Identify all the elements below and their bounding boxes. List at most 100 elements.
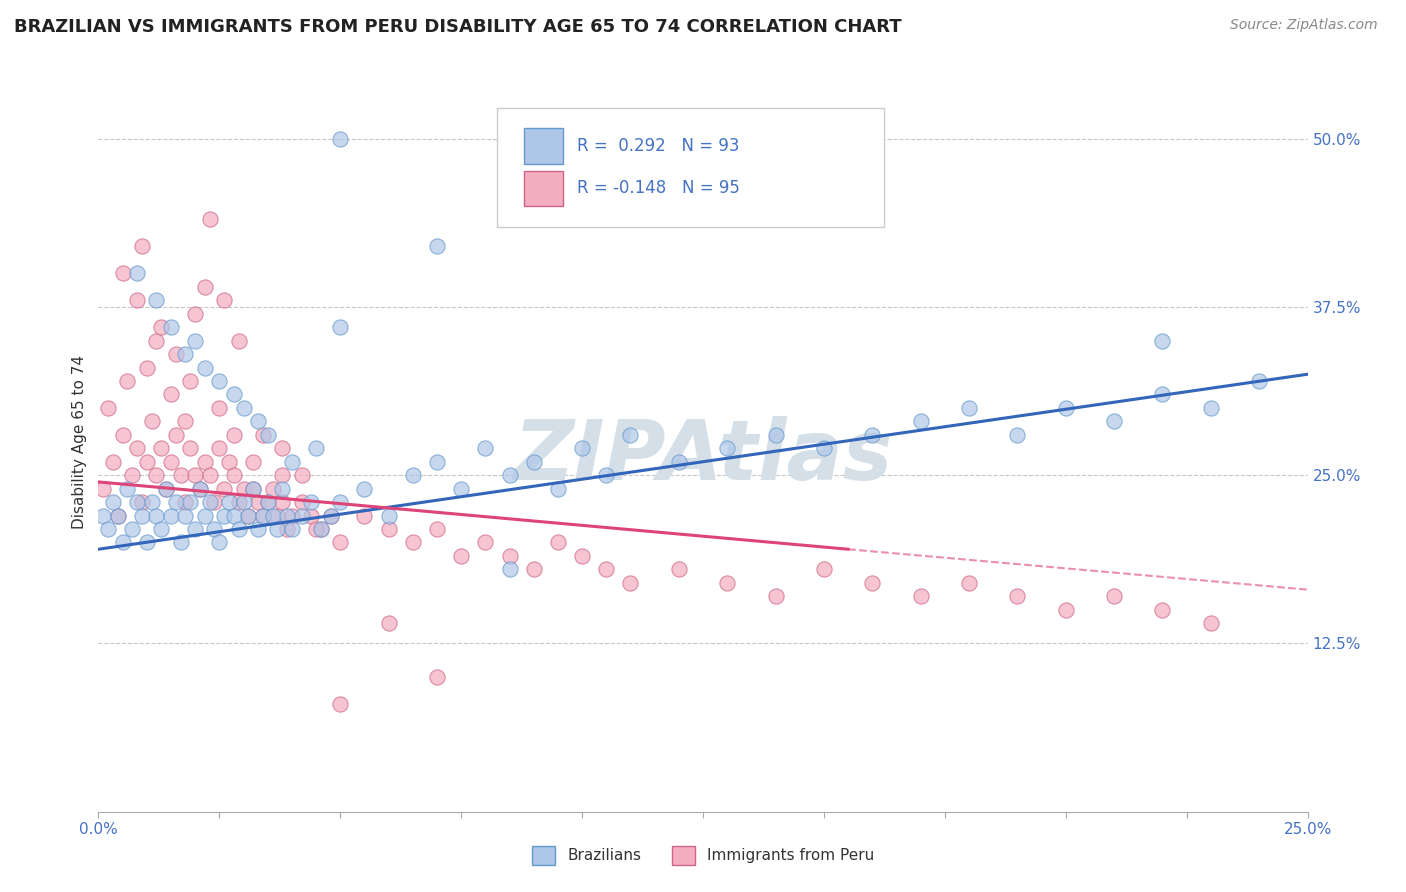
Point bbox=[716, 575, 738, 590]
Point bbox=[131, 239, 153, 253]
Point bbox=[222, 427, 245, 442]
Point bbox=[276, 508, 298, 523]
Point bbox=[426, 239, 449, 253]
Point bbox=[179, 442, 201, 456]
Point bbox=[145, 334, 167, 348]
Point bbox=[174, 347, 197, 361]
Point bbox=[232, 482, 254, 496]
Point bbox=[498, 562, 520, 576]
Point bbox=[290, 468, 312, 483]
Point bbox=[160, 320, 183, 334]
Point bbox=[813, 562, 835, 576]
Point bbox=[1199, 616, 1222, 631]
Point bbox=[290, 508, 312, 523]
Point bbox=[547, 482, 569, 496]
Y-axis label: Disability Age 65 to 74: Disability Age 65 to 74 bbox=[72, 354, 87, 529]
Point bbox=[813, 442, 835, 456]
Point bbox=[127, 293, 149, 308]
Point bbox=[1152, 603, 1174, 617]
Point bbox=[179, 495, 201, 509]
Point bbox=[174, 495, 197, 509]
Point bbox=[276, 522, 298, 536]
Point bbox=[127, 442, 149, 456]
Point bbox=[107, 508, 129, 523]
Point bbox=[595, 562, 617, 576]
Point bbox=[212, 508, 235, 523]
Point bbox=[232, 401, 254, 415]
Point bbox=[305, 442, 328, 456]
Point bbox=[266, 522, 288, 536]
Point bbox=[426, 522, 449, 536]
Point bbox=[91, 482, 114, 496]
Point bbox=[179, 374, 201, 388]
Point bbox=[523, 212, 546, 227]
Point bbox=[198, 212, 221, 227]
Point bbox=[523, 562, 546, 576]
Point bbox=[165, 347, 187, 361]
Point bbox=[242, 482, 264, 496]
Point bbox=[184, 334, 207, 348]
Point bbox=[329, 131, 352, 145]
Point bbox=[204, 495, 226, 509]
Point bbox=[208, 374, 231, 388]
Point bbox=[668, 455, 690, 469]
Point bbox=[198, 468, 221, 483]
Point bbox=[910, 414, 932, 428]
Point bbox=[111, 535, 134, 549]
Point bbox=[135, 360, 157, 375]
Point bbox=[498, 549, 520, 563]
Point bbox=[299, 508, 322, 523]
Point bbox=[765, 590, 787, 604]
Point bbox=[426, 455, 449, 469]
Point bbox=[184, 468, 207, 483]
Point bbox=[242, 482, 264, 496]
Point bbox=[765, 427, 787, 442]
Point bbox=[1102, 590, 1125, 604]
Point bbox=[97, 522, 120, 536]
Point bbox=[111, 266, 134, 280]
Point bbox=[329, 535, 352, 549]
Point bbox=[716, 442, 738, 456]
Point bbox=[232, 495, 254, 509]
Point bbox=[1054, 603, 1077, 617]
Point bbox=[1007, 590, 1029, 604]
Point bbox=[160, 387, 183, 401]
Text: BRAZILIAN VS IMMIGRANTS FROM PERU DISABILITY AGE 65 TO 74 CORRELATION CHART: BRAZILIAN VS IMMIGRANTS FROM PERU DISABI… bbox=[14, 18, 901, 36]
Point bbox=[252, 508, 274, 523]
Point bbox=[208, 401, 231, 415]
Point bbox=[1152, 334, 1174, 348]
Point bbox=[910, 590, 932, 604]
Point bbox=[131, 495, 153, 509]
Point bbox=[218, 455, 240, 469]
Point bbox=[1152, 387, 1174, 401]
Point bbox=[208, 535, 231, 549]
Point bbox=[319, 508, 342, 523]
Point bbox=[668, 562, 690, 576]
Point bbox=[377, 616, 399, 631]
Point bbox=[150, 320, 173, 334]
Point bbox=[131, 508, 153, 523]
Point bbox=[247, 414, 270, 428]
Point bbox=[212, 482, 235, 496]
Point bbox=[204, 522, 226, 536]
Point bbox=[117, 374, 139, 388]
Point bbox=[141, 495, 163, 509]
Point bbox=[194, 360, 217, 375]
Point bbox=[716, 159, 738, 173]
Point bbox=[184, 522, 207, 536]
Point bbox=[571, 549, 593, 563]
Point bbox=[498, 468, 520, 483]
Point bbox=[194, 279, 217, 293]
Point bbox=[1007, 427, 1029, 442]
Point bbox=[228, 334, 250, 348]
Point bbox=[860, 575, 883, 590]
Legend: Brazilians, Immigrants from Peru: Brazilians, Immigrants from Peru bbox=[526, 840, 880, 871]
Point bbox=[353, 482, 375, 496]
Point bbox=[1102, 414, 1125, 428]
Point bbox=[619, 186, 641, 200]
Point bbox=[101, 455, 124, 469]
Point bbox=[127, 266, 149, 280]
Point bbox=[281, 455, 304, 469]
Point bbox=[1249, 374, 1271, 388]
Point bbox=[212, 293, 235, 308]
